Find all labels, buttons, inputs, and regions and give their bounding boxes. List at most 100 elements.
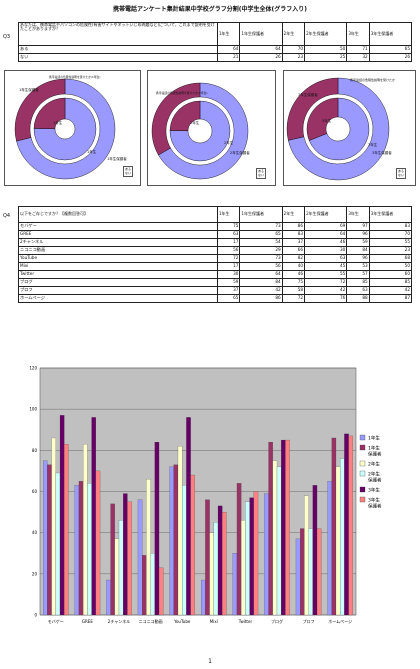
legend-swatch <box>359 434 366 441</box>
table-row: プロフ 37 42 58 42 63 42 <box>18 286 413 295</box>
cell: 25 <box>304 53 348 62</box>
pie-title: 携帯電話の危険性説明を受けたか <box>350 78 396 82</box>
bar <box>74 485 80 616</box>
table-row: YouTube 72 73 82 63 96 68 <box>18 254 413 263</box>
q3-header: 3年生保護者 <box>368 22 413 46</box>
y-tick-label: 100 <box>29 407 37 412</box>
table-row: ニコニコ動画 56 29 66 30 84 23 <box>18 246 413 255</box>
cell: 84 <box>239 278 283 287</box>
pie-chart-1: 携帯電話の危険性説明を受けたか(1年生) 1年生保護者 1年生 1年生 1年生保… <box>4 70 141 186</box>
cell: 86 <box>281 222 306 231</box>
cell: 72 <box>304 278 348 287</box>
legend-swatch <box>359 470 366 477</box>
bar <box>91 417 96 616</box>
x-tick-label: ホームページ <box>328 618 352 624</box>
bar <box>308 528 313 616</box>
x-tick-label: ブログ <box>271 618 283 624</box>
row-label: Mixi <box>18 262 218 271</box>
cell: 86 <box>239 294 283 303</box>
pie-slice-outer <box>288 77 390 181</box>
cell: 60 <box>368 270 413 279</box>
row-label: GREE <box>18 230 218 239</box>
bar <box>272 460 278 616</box>
pie-slice-inner <box>308 97 370 161</box>
bar <box>110 503 115 616</box>
q4-label: Q4 <box>3 213 11 219</box>
cell: 30 <box>304 246 348 255</box>
q4-header: 1年生 <box>216 206 241 223</box>
bar <box>340 458 345 616</box>
q4-header: 3年生 <box>346 206 370 223</box>
q4-question: 以下をご存じですか？【複数回答可】 <box>18 206 218 223</box>
cell: 66 <box>281 246 306 255</box>
pie-inner-label-2: 3年生 <box>368 143 378 147</box>
legend-label: 保護者 <box>368 503 382 510</box>
pie-title: 携帯電話の危険性説明を受けたか(2年生) <box>156 91 208 95</box>
bar <box>190 474 195 616</box>
q3-header: 3年生 <box>346 22 370 46</box>
cell: 82 <box>281 254 306 263</box>
cell: 63 <box>346 286 370 295</box>
bar <box>64 444 69 616</box>
y-tick-label: 120 <box>29 366 37 371</box>
cell: 75 <box>281 278 306 287</box>
x-tick-label: プロフ <box>303 618 315 624</box>
q4-header: 3年生保護者 <box>368 206 413 223</box>
bar <box>47 464 52 616</box>
legend-label: 3年生 <box>368 497 380 504</box>
legend-label: 1年生 <box>368 435 380 442</box>
bar <box>201 579 206 616</box>
bar <box>146 479 151 616</box>
bar <box>142 555 147 616</box>
row-label: ブログ <box>18 278 218 287</box>
legend-item: ある <box>125 167 132 171</box>
pie-chart-3: 携帯電話の危険性説明を受けたか 3年生保護者 3年生 3年生 3年生保護者 ある… <box>283 70 416 186</box>
cell: 17 <box>216 262 241 271</box>
row-label: プロフ <box>18 286 218 295</box>
cell: 46 <box>304 238 348 247</box>
pie-outer-label: 1年生保護者 <box>19 88 39 92</box>
bar <box>253 491 259 616</box>
bar <box>173 464 179 616</box>
q4-header: 2年生保護者 <box>304 206 348 223</box>
bar <box>177 446 183 616</box>
bar <box>245 501 250 616</box>
cell: 50 <box>368 262 413 271</box>
bar <box>213 522 219 616</box>
cell: 42 <box>304 286 348 295</box>
pie-slice-inner <box>169 100 201 132</box>
cell: 70 <box>368 230 413 239</box>
row-label: Twitter <box>18 270 218 279</box>
bar <box>344 433 349 616</box>
x-tick-label: GREE <box>82 619 93 624</box>
bar <box>312 485 318 616</box>
cell: 87 <box>368 294 413 303</box>
pie-slice-inner <box>33 97 97 161</box>
bar <box>268 441 273 616</box>
cell: 76 <box>304 294 348 303</box>
bar <box>249 497 254 616</box>
bar <box>182 485 187 616</box>
legend-swatch <box>359 444 366 451</box>
cell: 55 <box>304 270 348 279</box>
cell: 46 <box>281 270 306 279</box>
cell: 68 <box>368 254 413 263</box>
table-row: ある 64 64 70 50 71 65 <box>18 45 413 54</box>
y-tick-label: 40 <box>32 530 38 535</box>
bar <box>106 579 111 616</box>
bar <box>331 437 337 616</box>
cell: 96 <box>346 230 370 239</box>
legend-item: ない <box>398 172 405 177</box>
pie-legend: ある ない <box>256 168 267 180</box>
cell: 30 <box>216 270 241 279</box>
legend-item: ない <box>258 172 265 177</box>
bar <box>348 435 353 616</box>
cell: 59 <box>216 278 241 287</box>
q3-table: あなたは、携帯電話やパソコンの危険性(有害サイトやネットいじめ問題など)について… <box>18 22 413 62</box>
bar <box>335 466 341 616</box>
bar <box>186 417 191 616</box>
table-row: ない 21 26 23 25 32 26 <box>18 53 413 62</box>
cell: 17 <box>216 238 241 247</box>
bar <box>59 415 65 616</box>
bar <box>236 483 242 616</box>
